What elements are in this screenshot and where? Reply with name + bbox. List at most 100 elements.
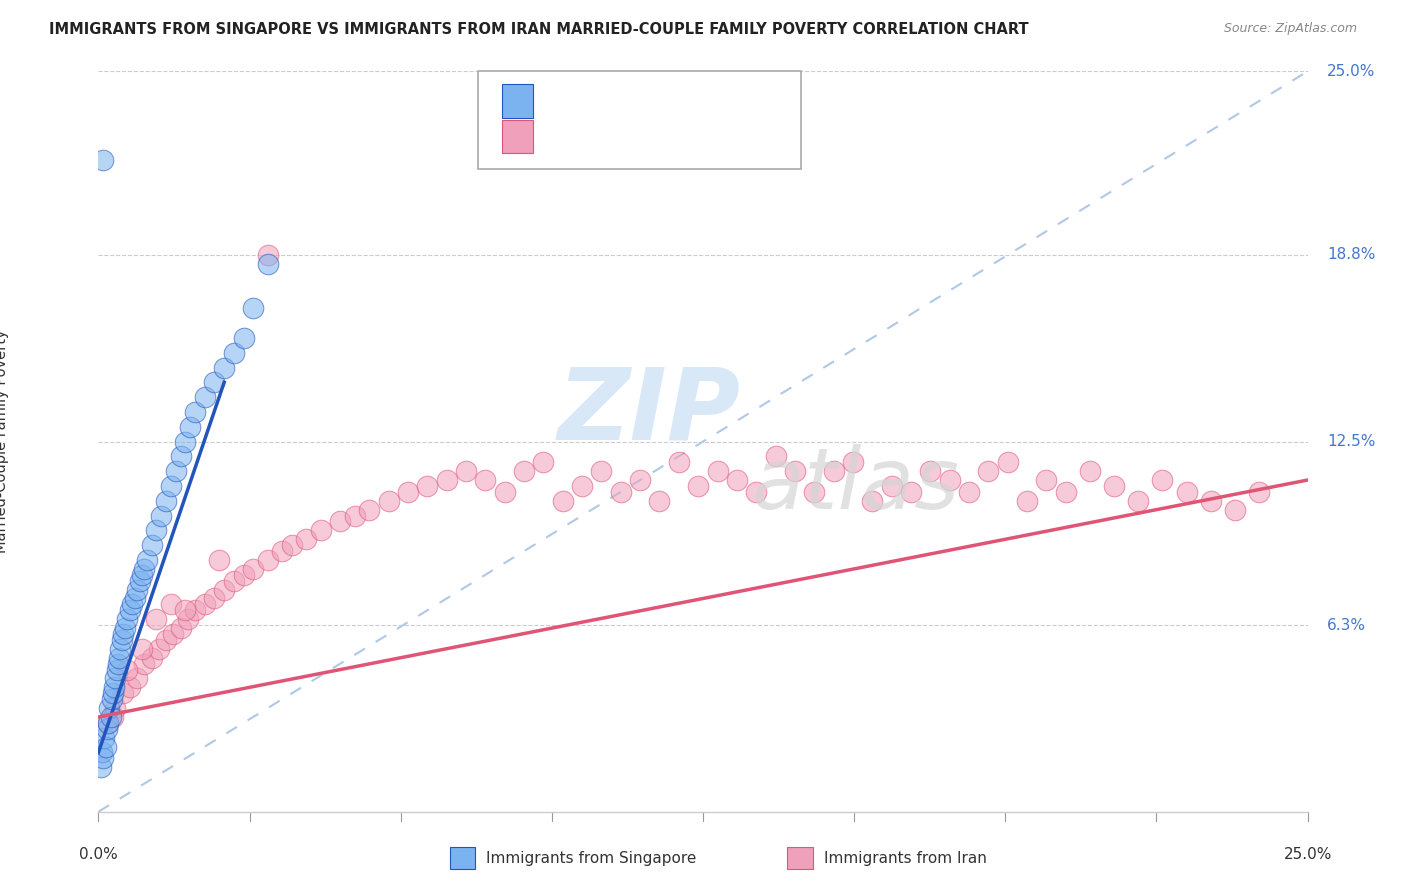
Point bbox=[242, 562, 264, 576]
Point bbox=[128, 574, 150, 588]
Point bbox=[783, 464, 806, 478]
Point bbox=[765, 450, 787, 464]
Point bbox=[101, 686, 124, 700]
Point bbox=[174, 434, 197, 449]
Point bbox=[1054, 484, 1077, 499]
Point bbox=[94, 739, 117, 754]
Text: 18.8%: 18.8% bbox=[1327, 247, 1375, 262]
Text: ZIP: ZIP bbox=[558, 363, 741, 460]
Point bbox=[90, 760, 112, 774]
Point bbox=[256, 553, 278, 567]
Point bbox=[107, 657, 129, 671]
Point bbox=[145, 612, 167, 626]
Point bbox=[823, 464, 845, 478]
Point bbox=[222, 345, 245, 359]
Point bbox=[105, 663, 128, 677]
Point bbox=[706, 464, 728, 478]
Point bbox=[610, 484, 633, 499]
Point bbox=[162, 627, 184, 641]
Point bbox=[416, 479, 439, 493]
Point bbox=[256, 248, 278, 262]
Point bbox=[118, 603, 141, 617]
Point bbox=[1128, 493, 1150, 508]
Point bbox=[165, 464, 187, 478]
Point bbox=[107, 650, 129, 665]
Point bbox=[127, 672, 149, 686]
Point bbox=[232, 331, 254, 345]
Point bbox=[150, 508, 173, 523]
Point bbox=[256, 257, 278, 271]
Point bbox=[97, 715, 120, 730]
Point bbox=[803, 484, 825, 499]
Text: R = 0.570   N = 47: R = 0.570 N = 47 bbox=[544, 92, 714, 110]
Point bbox=[194, 390, 217, 404]
Text: 0.0%: 0.0% bbox=[79, 847, 118, 863]
Point bbox=[111, 686, 134, 700]
Point bbox=[160, 479, 183, 493]
Point bbox=[920, 464, 942, 478]
Point bbox=[97, 715, 120, 730]
Point bbox=[91, 153, 114, 168]
Point bbox=[174, 603, 197, 617]
Point bbox=[208, 553, 231, 567]
Point bbox=[396, 484, 419, 499]
Point bbox=[117, 612, 139, 626]
Point bbox=[309, 524, 332, 538]
Point bbox=[118, 681, 141, 695]
Point bbox=[194, 598, 217, 612]
Point bbox=[668, 455, 690, 469]
Point bbox=[179, 419, 201, 434]
Point bbox=[1035, 473, 1057, 487]
Point bbox=[141, 538, 163, 552]
Point bbox=[628, 473, 651, 487]
Point bbox=[104, 701, 127, 715]
Point bbox=[114, 621, 136, 635]
Point bbox=[329, 515, 352, 529]
Point bbox=[343, 508, 366, 523]
Point bbox=[1152, 473, 1174, 487]
Point bbox=[91, 746, 114, 760]
Point bbox=[101, 710, 124, 724]
Point bbox=[1199, 493, 1222, 508]
Point bbox=[124, 591, 146, 606]
Point bbox=[1175, 484, 1198, 499]
Point bbox=[513, 464, 536, 478]
Text: atlas: atlas bbox=[751, 444, 959, 527]
Point bbox=[100, 710, 122, 724]
Point bbox=[155, 632, 177, 647]
Point bbox=[474, 473, 496, 487]
Point bbox=[242, 301, 264, 316]
Point bbox=[648, 493, 671, 508]
Point bbox=[295, 533, 318, 547]
Point bbox=[145, 524, 167, 538]
Point bbox=[101, 692, 124, 706]
Point bbox=[96, 722, 118, 736]
Point bbox=[688, 479, 710, 493]
Point bbox=[591, 464, 613, 478]
Point bbox=[204, 376, 226, 390]
Text: IMMIGRANTS FROM SINGAPORE VS IMMIGRANTS FROM IRAN MARRIED-COUPLE FAMILY POVERTY : IMMIGRANTS FROM SINGAPORE VS IMMIGRANTS … bbox=[49, 22, 1029, 37]
Text: Married-Couple Family Poverty: Married-Couple Family Poverty bbox=[0, 330, 10, 553]
Point bbox=[212, 582, 235, 597]
Text: Immigrants from Singapore: Immigrants from Singapore bbox=[486, 851, 697, 865]
Point bbox=[1078, 464, 1101, 478]
Point bbox=[135, 553, 157, 567]
Point bbox=[204, 591, 226, 606]
Point bbox=[212, 360, 235, 375]
Point bbox=[104, 672, 127, 686]
Point bbox=[1102, 479, 1125, 493]
Point bbox=[938, 473, 960, 487]
Point bbox=[111, 632, 134, 647]
Point bbox=[494, 484, 516, 499]
Text: 6.3%: 6.3% bbox=[1327, 617, 1365, 632]
Point bbox=[160, 598, 183, 612]
Point bbox=[377, 493, 399, 508]
Point bbox=[134, 562, 156, 576]
Point bbox=[91, 751, 114, 765]
Point bbox=[169, 621, 191, 635]
Point bbox=[531, 455, 554, 469]
Point bbox=[222, 574, 245, 588]
Point bbox=[359, 502, 381, 516]
Point bbox=[121, 598, 143, 612]
Point bbox=[571, 479, 593, 493]
